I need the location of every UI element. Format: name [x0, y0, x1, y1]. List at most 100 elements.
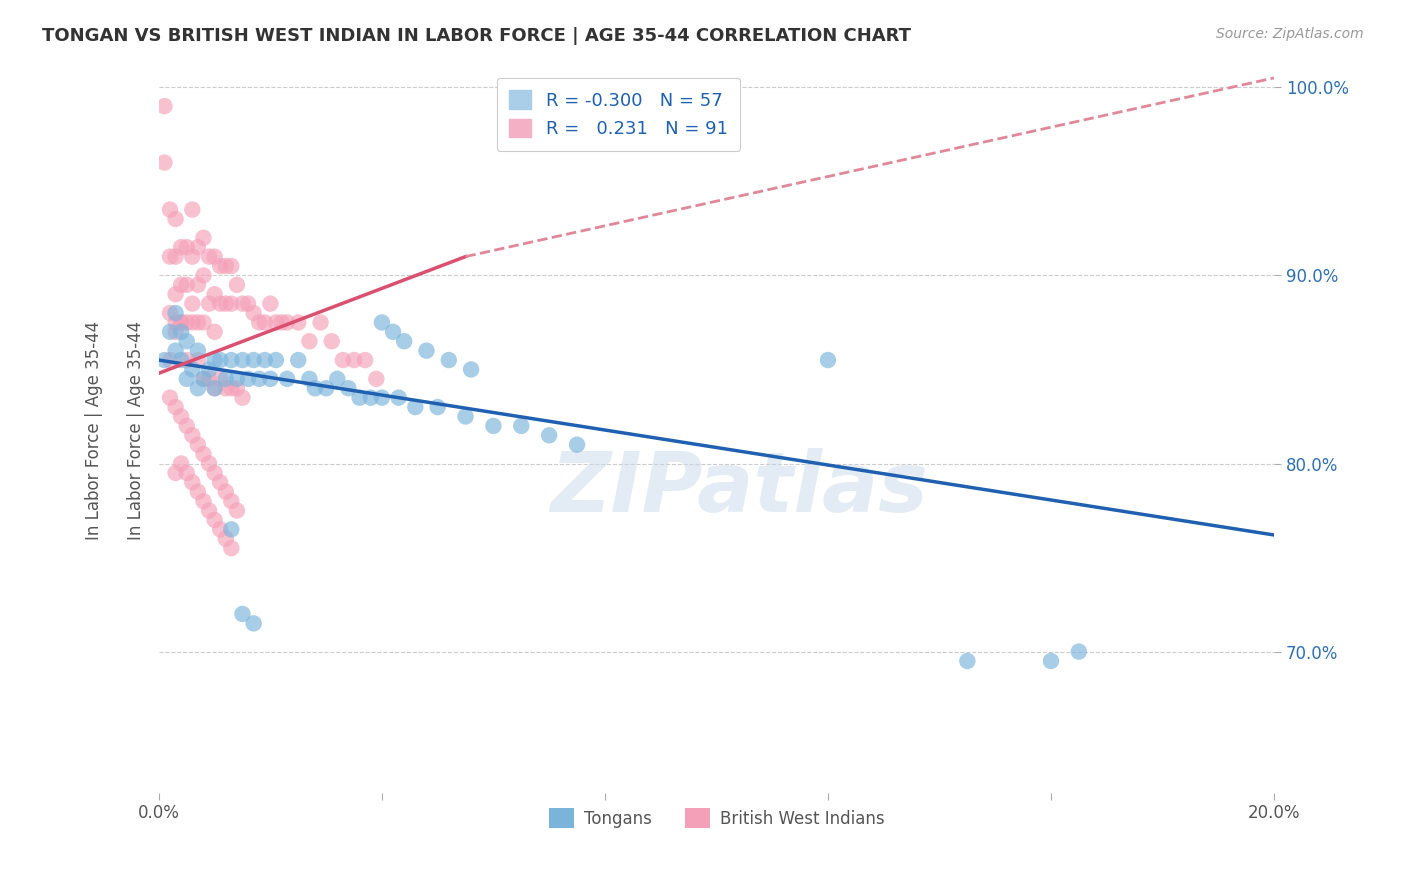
Point: [221, 296, 243, 310]
Point: [221, 522, 243, 536]
Point: [153, 155, 176, 169]
Point: [253, 353, 276, 368]
Point: [181, 428, 204, 442]
Point: [404, 400, 426, 414]
Y-axis label: In Labor Force | Age 35-44: In Labor Force | Age 35-44: [127, 321, 145, 541]
Point: [165, 325, 187, 339]
Point: [226, 277, 249, 292]
Point: [170, 457, 193, 471]
Point: [204, 250, 226, 264]
Point: [198, 457, 221, 471]
Point: [538, 428, 561, 442]
Point: [242, 306, 264, 320]
Point: [426, 400, 449, 414]
Point: [264, 315, 287, 329]
Point: [360, 391, 382, 405]
Point: [337, 381, 360, 395]
Point: [226, 503, 249, 517]
Point: [259, 372, 281, 386]
Point: [170, 240, 193, 254]
Point: [187, 277, 209, 292]
Point: [231, 296, 253, 310]
Point: [176, 334, 198, 349]
Point: [287, 353, 309, 368]
Point: [226, 381, 249, 395]
Point: [187, 315, 209, 329]
Point: [231, 353, 253, 368]
Point: [371, 391, 394, 405]
Point: [204, 381, 226, 395]
Point: [159, 306, 181, 320]
Point: [247, 372, 270, 386]
Point: [170, 353, 193, 368]
Point: [187, 240, 209, 254]
Point: [315, 381, 337, 395]
Point: [304, 381, 326, 395]
Point: [215, 296, 238, 310]
Point: [817, 353, 839, 368]
Point: [209, 372, 232, 386]
Point: [153, 99, 176, 113]
Point: [1039, 654, 1062, 668]
Point: [231, 391, 253, 405]
Point: [187, 353, 209, 368]
Point: [193, 315, 215, 329]
Point: [176, 353, 198, 368]
Point: [215, 484, 238, 499]
Point: [226, 372, 249, 386]
Point: [209, 475, 232, 490]
Point: [242, 616, 264, 631]
Point: [221, 541, 243, 556]
Point: [392, 334, 415, 349]
Point: [198, 503, 221, 517]
Point: [176, 315, 198, 329]
Text: Source: ZipAtlas.com: Source: ZipAtlas.com: [1216, 27, 1364, 41]
Point: [221, 353, 243, 368]
Point: [204, 513, 226, 527]
Point: [366, 372, 388, 386]
Point: [159, 353, 181, 368]
Point: [165, 250, 187, 264]
Point: [231, 607, 253, 621]
Point: [170, 315, 193, 329]
Point: [209, 259, 232, 273]
Point: [176, 240, 198, 254]
Point: [181, 202, 204, 217]
Point: [371, 315, 394, 329]
Point: [1067, 644, 1090, 658]
Point: [221, 259, 243, 273]
Point: [165, 400, 187, 414]
Point: [242, 353, 264, 368]
Legend: Tongans, British West Indians: Tongans, British West Indians: [541, 801, 891, 835]
Point: [236, 296, 259, 310]
Point: [247, 315, 270, 329]
Point: [204, 287, 226, 301]
Point: [460, 362, 482, 376]
Point: [298, 334, 321, 349]
Point: [309, 315, 332, 329]
Point: [187, 381, 209, 395]
Point: [437, 353, 460, 368]
Point: [209, 296, 232, 310]
Point: [204, 381, 226, 395]
Point: [176, 372, 198, 386]
Point: [454, 409, 477, 424]
Point: [181, 250, 204, 264]
Point: [215, 381, 238, 395]
Point: [510, 418, 533, 433]
Point: [159, 250, 181, 264]
Text: TONGAN VS BRITISH WEST INDIAN IN LABOR FORCE | AGE 35-44 CORRELATION CHART: TONGAN VS BRITISH WEST INDIAN IN LABOR F…: [42, 27, 911, 45]
Y-axis label: In Labor Force | Age 35-44: In Labor Force | Age 35-44: [86, 321, 103, 541]
Point: [193, 372, 215, 386]
Point: [259, 296, 281, 310]
Point: [204, 325, 226, 339]
Point: [287, 315, 309, 329]
Point: [276, 372, 298, 386]
Point: [181, 296, 204, 310]
Point: [209, 353, 232, 368]
Point: [170, 325, 193, 339]
Point: [153, 353, 176, 368]
Point: [354, 353, 377, 368]
Point: [565, 438, 588, 452]
Point: [165, 466, 187, 480]
